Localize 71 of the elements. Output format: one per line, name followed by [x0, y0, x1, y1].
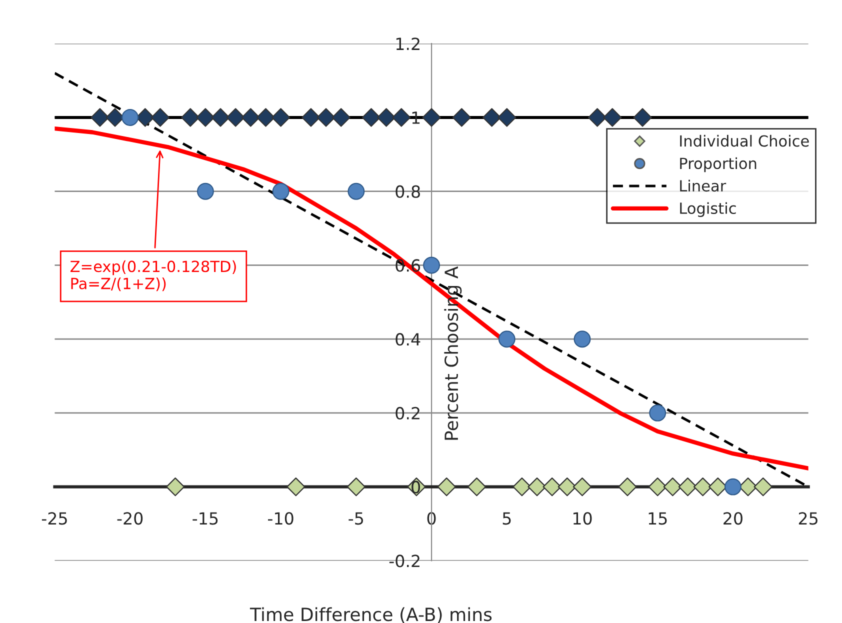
point: [663, 477, 682, 496]
point: [376, 108, 396, 127]
point: [316, 108, 336, 127]
x-tick-label: -15: [192, 512, 218, 525]
point: [211, 108, 230, 127]
x-tick-label: 20: [724, 512, 742, 525]
point: [181, 108, 200, 127]
x-tick-label: 25: [798, 512, 818, 525]
point: [423, 256, 440, 274]
annotation: Z=exp(0.21-0.128TD) Pa=Z/(1+Z)): [70, 260, 236, 292]
point: [332, 108, 350, 127]
point: [348, 182, 365, 200]
point: [437, 477, 456, 496]
point: [498, 108, 516, 127]
x-tick-label: -20: [117, 512, 143, 525]
y-tick-label: 1.2: [396, 38, 420, 50]
point: [302, 108, 320, 127]
point: [572, 477, 592, 496]
x-tick-label: -25: [42, 512, 67, 525]
point: [422, 108, 441, 127]
point: [633, 108, 652, 127]
point: [196, 108, 215, 127]
point: [724, 478, 742, 496]
point: [196, 182, 214, 200]
point: [618, 477, 637, 496]
x-tick-label: -5: [348, 512, 364, 525]
legend-label: Proportion: [680, 157, 756, 172]
point: [542, 477, 562, 496]
point: [150, 108, 170, 127]
point: [241, 108, 260, 127]
point: [346, 477, 366, 496]
point: [498, 330, 516, 348]
point: [678, 477, 698, 496]
x-tick-label: -10: [268, 512, 294, 525]
y-tick-label: 0: [412, 480, 420, 494]
point: [754, 477, 772, 496]
point: [392, 108, 411, 127]
point: [528, 477, 546, 496]
point: [90, 108, 110, 127]
point: [574, 330, 591, 348]
point: [286, 477, 306, 496]
point: [452, 108, 472, 127]
y-tick-label: 0.4: [396, 333, 420, 346]
point: [603, 108, 622, 127]
y-axis-title: Percent Choosing A: [444, 266, 462, 440]
x-tick-label: 5: [502, 512, 511, 525]
point: [648, 477, 667, 496]
point: [482, 108, 502, 127]
point: [362, 108, 381, 127]
x-axis-title: Time Difference (A-B) mins: [250, 607, 492, 623]
point: [122, 109, 139, 126]
point: [226, 108, 245, 127]
legend-label: Linear: [680, 180, 726, 192]
point: [588, 108, 607, 127]
point: [649, 404, 666, 422]
x-tick-label: 15: [648, 512, 667, 525]
y-tick-label: 0.8: [396, 185, 420, 198]
point: [166, 477, 185, 496]
point: [512, 477, 532, 496]
y-tick-label: -0.2: [389, 554, 420, 568]
legend-label: Individual Choice: [680, 134, 809, 147]
point: [256, 108, 276, 127]
point: [693, 477, 712, 496]
point: [467, 477, 486, 496]
point: [271, 108, 290, 127]
line-series: [54, 126, 808, 470]
point: [272, 182, 290, 200]
x-tick-label: 10: [573, 512, 592, 525]
y-tick-label: 0.2: [396, 406, 420, 420]
legend-label: Logistic: [680, 202, 736, 217]
point: [558, 477, 577, 496]
